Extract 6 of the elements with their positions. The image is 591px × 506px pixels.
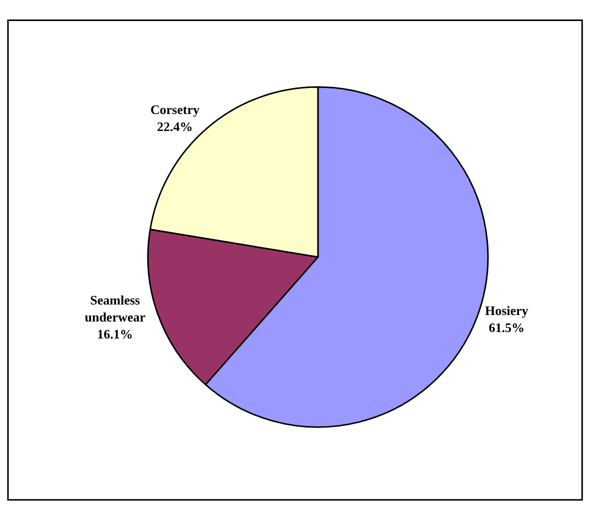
slice-label: Hosiery	[484, 303, 529, 318]
data-label: 22.4%	[157, 119, 193, 134]
data-label: 61.5%	[488, 320, 525, 336]
slice-label: Seamless underwear	[84, 292, 146, 324]
slice-label: Corsetry	[150, 102, 200, 118]
data-label: 16.1%	[97, 326, 133, 342]
